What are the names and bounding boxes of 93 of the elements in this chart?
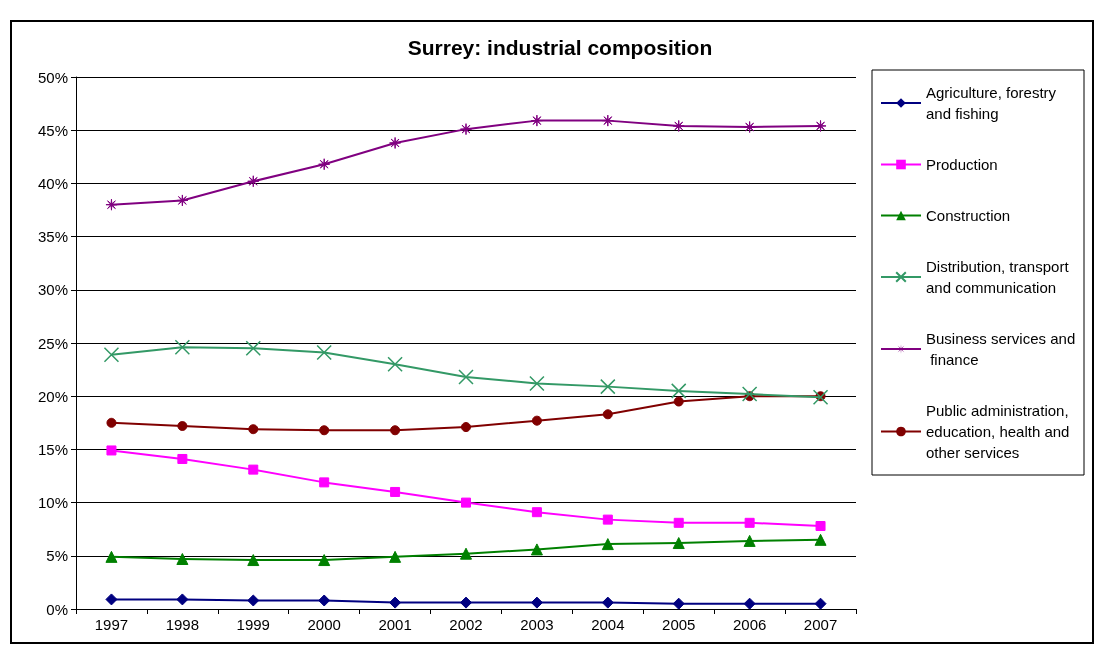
legend-label: Construction [926,207,1011,224]
point [531,415,542,426]
point [318,594,331,607]
point [319,425,330,436]
point [601,596,614,609]
x-tick-label: 2003 [520,616,554,633]
x-tick-label: 2005 [662,616,696,633]
x-tick-label: 2006 [732,616,767,633]
y-tick-label: 50% [37,68,68,86]
point [389,550,402,563]
point [390,425,401,436]
point [177,420,188,431]
point [815,521,826,532]
y-tick-label: 45% [37,121,68,139]
point [389,136,402,149]
point [743,597,756,610]
point [105,198,118,211]
x-tick-label: 2007 [803,616,838,633]
point [743,534,756,547]
y-tick-label: 0% [46,600,68,618]
x-tick-label: 2000 [307,616,341,633]
point [460,596,472,609]
point [812,389,829,406]
point [106,417,117,428]
point [245,340,262,357]
point [602,514,613,525]
point [248,424,259,435]
point [530,114,543,127]
y-tick-label: 25% [37,334,68,352]
point [247,554,260,567]
point [672,597,685,610]
y-tick-label: 20% [37,387,68,405]
point [103,346,120,363]
y-tick-label: 5% [46,547,68,565]
point [601,538,614,551]
point [389,596,402,609]
x-tick-label: 1997 [94,616,129,633]
point [247,175,260,188]
point [531,507,542,518]
point [319,477,330,488]
point [176,194,189,207]
legend-label: Public administration, education, health and other services [926,402,1074,461]
point [814,119,827,132]
point [529,375,545,392]
point [814,533,827,546]
point [673,396,684,407]
point [176,593,189,606]
point [460,123,472,136]
point [318,158,331,171]
point [672,119,685,132]
point [600,378,616,395]
y-tick-label: 10% [37,494,68,512]
point [177,453,188,464]
point [601,114,614,127]
y-tick-label: 35% [37,228,68,246]
point [814,597,827,610]
legend-label: Distribution, transport and communication [926,258,1073,296]
point [176,552,189,565]
legend-label: Agriculture, forestry and fishing [926,84,1061,122]
point [673,517,684,528]
x-tick-label: 2004 [591,616,625,633]
y-tick-label: 30% [37,281,68,299]
point [670,383,687,399]
y-tick-label: 40% [37,174,68,192]
point [248,464,259,475]
y-tick-label: 15% [37,440,68,458]
point [741,386,758,402]
point [174,339,191,356]
point [743,121,756,134]
x-tick-label: 2001 [378,616,412,633]
point [602,409,613,420]
point [461,422,471,433]
point [105,593,118,606]
chart-title: Surrey: industrial composition [407,36,713,59]
x-tick-label: 2002 [449,616,483,633]
point [387,356,403,373]
point [106,445,117,456]
point [458,369,474,385]
point [390,486,401,497]
point [530,596,543,609]
point [318,554,331,567]
legend-label: Production [926,156,998,173]
x-tick-label: 1998 [165,616,200,633]
legend-label: Business services and finance [926,330,1076,368]
point [247,594,260,607]
point [672,537,685,550]
point [744,517,755,528]
point [316,344,332,361]
point [461,497,471,508]
x-tick-label: 1999 [236,616,270,633]
point [105,550,118,563]
point [460,547,472,560]
point [530,543,543,556]
